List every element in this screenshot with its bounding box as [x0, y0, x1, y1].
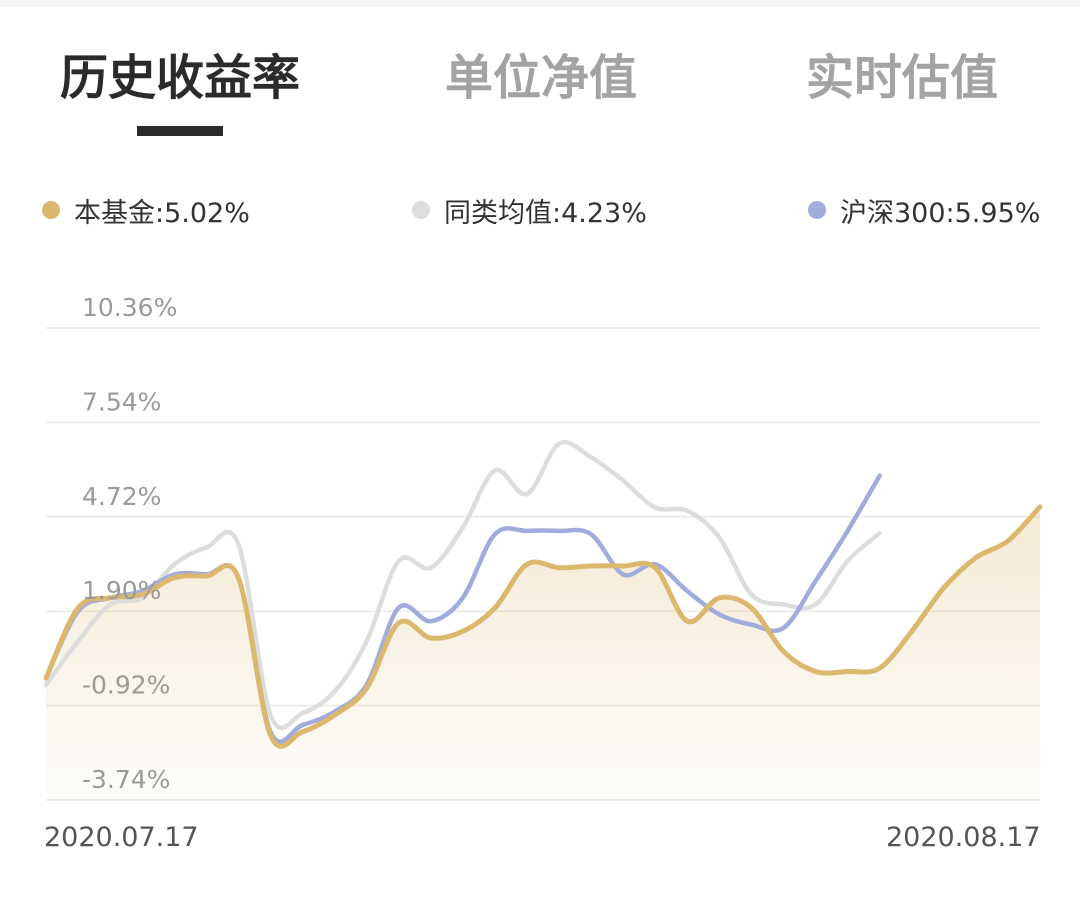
legend-item-csi300: 沪深300:5.95%: [808, 190, 1040, 230]
y-tick-label: 4.72%: [82, 482, 161, 511]
return-chart: 10.36% 7.54% 4.72% 1.90% -0.92% -3.74%: [43, 293, 1043, 801]
tab-unit-nav[interactable]: 单位净值: [445, 50, 638, 106]
tab-history-return[interactable]: 历史收益率: [60, 50, 301, 106]
x-axis-start-label: 2020.07.17: [44, 822, 199, 853]
series-line-csi300: [43, 473, 882, 744]
tab-realtime-estimate[interactable]: 实时估值: [806, 50, 999, 106]
legend-dot-peer-average: [412, 201, 430, 219]
legend-dot-fund: [42, 201, 60, 219]
y-tick-label: 1.90%: [82, 576, 161, 605]
legend-item-fund: 本基金:5.02%: [42, 190, 250, 230]
y-tick-label: -0.92%: [82, 671, 170, 700]
series-area-fund: [46, 506, 1040, 800]
y-tick-label: -3.74%: [82, 765, 170, 794]
x-axis-end-label: 2020.08.17: [886, 822, 1041, 853]
series-line-peer-average: [43, 440, 882, 731]
legend-item-peer-average: 同类均值:4.23%: [412, 190, 647, 230]
legend-label-csi300: 沪深300:5.95%: [840, 197, 1041, 229]
legend-label-peer-average: 同类均值:4.23%: [444, 197, 647, 229]
tab-bar: 历史收益率 单位净值 实时估值: [0, 30, 1080, 150]
legend-dot-csi300: [808, 201, 826, 219]
y-tick-label: 7.54%: [82, 387, 161, 416]
active-tab-indicator: [137, 126, 223, 136]
y-tick-label: 10.36%: [82, 293, 177, 322]
legend-label-fund: 本基金:5.02%: [74, 197, 250, 229]
series-line-fund: [43, 504, 1043, 749]
top-strip: [0, 0, 1080, 7]
chart-legend: 本基金:5.02% 同类均值:4.23% 沪深300:5.95%: [0, 190, 1080, 230]
